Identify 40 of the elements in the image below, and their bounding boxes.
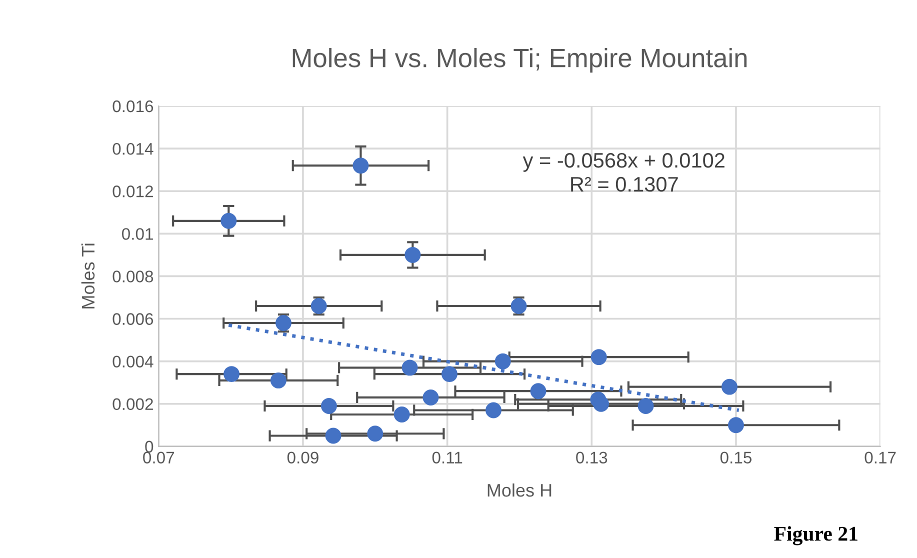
x-tick-label: 0.15 (720, 452, 752, 464)
point (593, 396, 610, 412)
point (530, 383, 546, 400)
x-tick-label: 0.09 (287, 452, 318, 464)
point (367, 426, 384, 442)
point (638, 398, 654, 414)
y-tick-label: 0.01 (122, 228, 153, 240)
y-tick-label: 0.008 (112, 270, 154, 282)
point (442, 366, 458, 382)
point (352, 158, 369, 174)
point (394, 406, 410, 422)
y-tick-label: 0 (145, 440, 154, 453)
chart-title: Moles H vs. Moles Ti; Empire Mountain (292, 48, 747, 73)
y-tick-label: 0.006 (112, 313, 154, 325)
point (220, 212, 237, 229)
point (486, 402, 502, 418)
point (224, 366, 240, 382)
point (320, 398, 337, 414)
x-tick-label: 0.13 (576, 452, 608, 464)
point (325, 428, 342, 444)
annotation: y = -0.0568x + 0.0102 R² = 0.1307 (522, 152, 724, 192)
y-tick-label: 0.014 (112, 142, 154, 155)
point (728, 417, 744, 434)
point (404, 246, 421, 263)
point (270, 372, 286, 388)
point (494, 353, 511, 370)
y-tick-label: 0.012 (112, 186, 153, 198)
y-axis-title: Moles Ti (81, 244, 95, 308)
caption: Figure 21 (774, 526, 858, 546)
x-tick-label: 0.07 (143, 452, 174, 464)
y-tick-label: 0.004 (112, 356, 154, 368)
y-tick-label: 0.002 (112, 398, 153, 410)
point (422, 389, 439, 406)
point (402, 360, 418, 376)
point (722, 378, 738, 395)
x-tick-label: 0.17 (864, 452, 896, 464)
x-tick-label: 0.11 (432, 452, 462, 464)
y-tick-label: 0.016 (112, 100, 154, 112)
point (590, 349, 607, 366)
x-axis-title: Moles H (488, 483, 552, 497)
